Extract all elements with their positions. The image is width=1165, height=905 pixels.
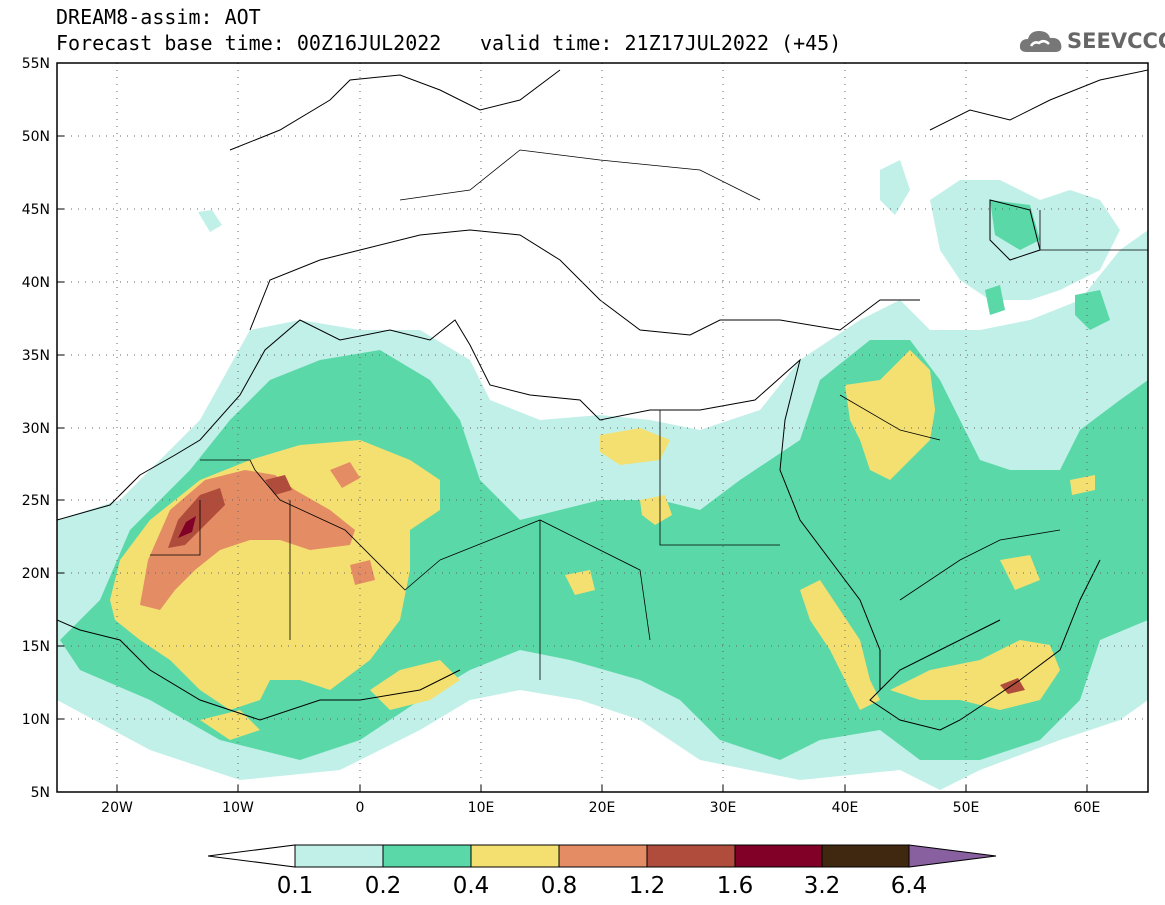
country-border	[659, 410, 780, 546]
borders	[150, 149, 1148, 680]
lat-tick-label: 45N	[22, 202, 50, 218]
coastline	[229, 69, 561, 151]
colorbar-swatch	[382, 844, 472, 868]
country-border	[200, 459, 441, 591]
lon-tick-label: 50E	[953, 800, 980, 816]
coastline	[57, 319, 991, 731]
aot-level-0.4	[200, 710, 260, 740]
forecast-base-time: Forecast base time: 00Z16JUL2022	[56, 31, 442, 55]
cloud-icon	[1019, 31, 1062, 52]
lat-tick-label: 35N	[22, 348, 50, 364]
aot-level-0.4	[800, 580, 880, 710]
country-border	[839, 394, 941, 441]
coastline	[879, 619, 1001, 691]
lat-tick-label: 40N	[22, 275, 50, 291]
lat-tick-label: 20N	[22, 566, 50, 582]
lon-tick-label: 0	[356, 800, 365, 816]
colorbar-label: 1.2	[629, 873, 666, 899]
colorbar-label: 3.2	[804, 873, 841, 899]
aot-level-0.4	[1070, 475, 1095, 495]
lat-tick-label: 25N	[22, 493, 50, 509]
aot-level-0.4	[600, 428, 670, 465]
country-border	[150, 500, 201, 556]
lat-tick-label: 30N	[22, 421, 50, 437]
aot-level-0.4	[370, 660, 460, 710]
lon-tick-label: 20W	[101, 800, 133, 816]
colorbar-swatch	[821, 844, 910, 868]
country-border	[899, 529, 1061, 601]
lon-tick-label: 30E	[710, 800, 737, 816]
coastline	[57, 619, 461, 721]
aot-level-0.2	[1075, 290, 1110, 330]
chart-title: DREAM8-assim: AOT	[56, 5, 261, 29]
coastline	[929, 69, 1148, 131]
lat-tick-label: 55N	[22, 56, 50, 72]
aot-level-0.4	[1000, 555, 1040, 590]
logo-text: SEEVCCC	[1067, 29, 1165, 53]
axis-ticks	[57, 62, 1088, 793]
country-border	[1039, 210, 1148, 251]
lon-tick-label: 60E	[1074, 800, 1101, 816]
colorbar-label: 6.4	[891, 873, 928, 899]
lon-tick-label: 10W	[222, 800, 254, 816]
colorbar-over-arrow	[908, 844, 997, 868]
colorbar: 0.1 0.2 0.4 0.8 1.2 1.6 3.2 6.4	[207, 844, 997, 899]
colorbar-swatch	[734, 844, 823, 868]
coastline	[989, 559, 1101, 701]
coastline	[249, 229, 920, 336]
country-border	[399, 149, 761, 201]
aot-level-0.4	[640, 495, 672, 525]
aot-fields	[57, 160, 1148, 790]
aot-level-0.4	[845, 350, 935, 480]
aot-level-0.8	[350, 560, 375, 585]
lon-tick-label: 10E	[468, 800, 495, 816]
lon-tick-labels: 20W 10W 0 10E 20E 30E 40E 50E 60E	[101, 800, 1100, 816]
lat-tick-label: 50N	[22, 129, 50, 145]
aot-level-0.2	[990, 200, 1040, 250]
aot-level-1.2	[1000, 678, 1025, 694]
colorbar-label: 0.8	[541, 873, 578, 899]
aot-level-0.2	[985, 285, 1005, 315]
aot-level-0.8	[330, 462, 360, 488]
lon-tick-label: 20E	[589, 800, 616, 816]
colorbar-label: 0.2	[365, 873, 402, 899]
colorbar-swatch	[294, 844, 384, 868]
colorbar-swatch	[470, 844, 560, 868]
lat-tick-label: 10N	[22, 712, 50, 728]
seevccc-logo: SEEVCCC	[1017, 26, 1165, 56]
colorbar-swatch	[558, 844, 648, 868]
coastline	[989, 199, 1041, 261]
gridlines	[57, 63, 1148, 792]
colorbar-swatch	[646, 844, 736, 868]
aot-level-0.4	[890, 640, 1060, 710]
lon-tick-label: 40E	[832, 800, 859, 816]
colorbar-label: 0.4	[453, 873, 490, 899]
country-border	[439, 519, 651, 641]
colorbar-label: 1.6	[717, 873, 754, 899]
valid-time: valid time: 21Z17JUL2022 (+45)	[480, 31, 842, 55]
aot-level-0.4	[565, 570, 595, 595]
lat-tick-label: 5N	[31, 785, 50, 801]
aot-level-0.1	[198, 210, 222, 232]
lat-tick-labels: 55N 50N 45N 40N 35N 30N 25N 20N 15N 10N …	[22, 56, 50, 801]
colorbar-under-arrow	[207, 844, 296, 868]
lat-tick-label: 15N	[22, 639, 50, 655]
aot-level-0.1	[880, 160, 910, 215]
coastlines	[57, 69, 1148, 731]
colorbar-label: 0.1	[277, 873, 314, 899]
aot-level-1.6	[178, 516, 196, 538]
